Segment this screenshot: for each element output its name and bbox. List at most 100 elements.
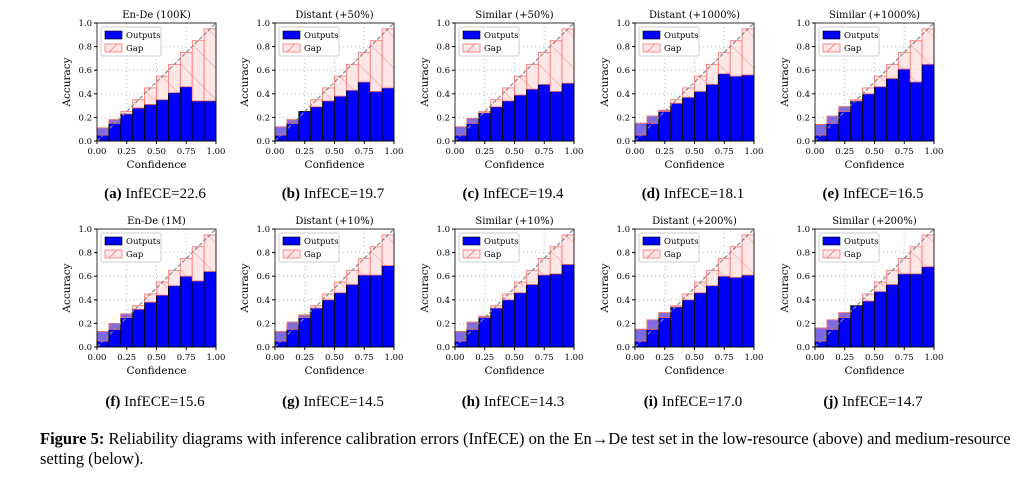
perfect-calibration-line (96, 228, 217, 348)
outputs-bar (502, 299, 515, 348)
y-axis-label: Accuracy (239, 263, 251, 313)
legend-gap-hatch (466, 43, 476, 53)
gap-hatch (108, 323, 121, 330)
gap-hatch (108, 119, 121, 124)
outputs-bar (886, 284, 899, 348)
reliability-diagram: 0.00 0.25 0.50 0.75 1.00 0.0 0.2 0.4 0.6 0.8 1.0 Si… (415, 3, 600, 173)
gap-hatch (562, 28, 574, 84)
y-tick-label: 0.4 (616, 90, 630, 100)
x-tick-label: 0.50 (685, 147, 704, 157)
x-tick-label: 0.00 (446, 147, 465, 157)
x-tick-label: 0.75 (355, 353, 374, 363)
perfect-calibration-line (96, 22, 217, 142)
gap-hatch (192, 246, 205, 281)
outputs-bar (670, 306, 683, 348)
y-tick-label: 0.2 (616, 113, 630, 123)
gap-hatch (826, 319, 839, 330)
gap-hatch (275, 331, 287, 342)
y-tick-label: 0.6 (78, 66, 92, 76)
gap-hatch (910, 246, 923, 274)
outputs-bar (886, 78, 899, 142)
gap-hatch (682, 87, 695, 98)
y-tick-label: 0.0 (616, 137, 630, 147)
outputs-bar (357, 274, 371, 348)
gap-hatch (310, 99, 323, 107)
outputs-bar (357, 81, 371, 142)
outputs-bar (850, 305, 863, 348)
outputs-bar (909, 273, 923, 348)
x-tick-label: 0.50 (865, 147, 884, 157)
subfigure-infece: InfECE=19.7 (300, 186, 385, 202)
gap-hatch (192, 40, 205, 101)
gap-hatch (168, 64, 181, 93)
chart-title: Similar (+1000%) (829, 10, 920, 21)
outputs-bar (706, 285, 719, 348)
legend: Outputs Gap (278, 232, 340, 263)
outputs-bar (203, 271, 217, 348)
y-tick-label: 0.4 (436, 296, 450, 306)
outputs-bar (921, 266, 935, 348)
x-tick-label: 0.25 (117, 147, 136, 157)
outputs-bar (168, 92, 181, 142)
outputs-bar (132, 107, 145, 142)
x-tick-label: 0.50 (505, 353, 524, 363)
x-tick-label: 1.00 (745, 147, 764, 157)
x-tick-label: 0.25 (295, 147, 314, 157)
outputs-bar (132, 308, 145, 348)
y-tick-label: 0.0 (436, 343, 450, 353)
outputs-bar (298, 111, 312, 142)
x-tick-label: 0.75 (715, 147, 734, 157)
outputs-bar (741, 274, 755, 348)
gap-hatch (635, 329, 647, 342)
legend-outputs-swatch (104, 30, 123, 40)
y-tick-label: 0.0 (796, 137, 810, 147)
legend-gap-label: Gap (304, 250, 322, 260)
y-tick-label: 0.8 (78, 249, 92, 259)
gap-hatch (132, 99, 145, 108)
y-tick-label: 0.4 (78, 90, 92, 100)
gap-hatch (718, 52, 731, 74)
subfigure-label: (e) (822, 186, 840, 202)
chart-svg: 0.00 0.25 0.50 0.75 1.00 0.0 0.2 0.4 0.6 0.8 1.0 Si… (419, 10, 583, 171)
outputs-bar (537, 83, 551, 142)
chart-title: Distant (+10%) (295, 216, 373, 227)
gap-hatch (742, 234, 754, 276)
gap-hatch (286, 119, 299, 124)
gap-hatch (730, 40, 743, 77)
x-tick-label: 0.50 (147, 353, 166, 363)
reliability-diagram: 0.00 0.25 0.50 0.75 1.00 0.0 0.2 0.4 0.6 0.8 1.0 Di… (235, 3, 420, 173)
y-tick-label: 1.0 (256, 225, 270, 235)
subfigure-label: (i) (643, 394, 658, 410)
gap-hatch (922, 28, 934, 65)
subfigure-caption: (c) InfECE=19.4 (463, 186, 564, 203)
figure-caption: Figure 5: Reliability diagrams with infe… (40, 429, 1015, 469)
outputs-bar (850, 100, 863, 142)
perfect-calibration-line (454, 228, 575, 348)
legend-outputs-swatch (822, 236, 841, 246)
outputs-bar (478, 112, 492, 142)
x-tick-label: 0.25 (475, 147, 494, 157)
subfigure-caption: (j) InfECE=14.7 (823, 394, 922, 411)
gap-hatch (706, 64, 719, 85)
y-axis-label: Accuracy (61, 263, 73, 313)
outputs-bar (334, 95, 347, 142)
x-tick-label: 0.75 (355, 147, 374, 157)
perfect-calibration-line (634, 228, 755, 348)
x-tick-label: 0.25 (835, 353, 854, 363)
subfigure-infece: InfECE=15.6 (120, 394, 205, 410)
gap-hatch (97, 128, 109, 136)
x-tick-label: 0.50 (147, 147, 166, 157)
perfect-calibration-line (634, 22, 755, 142)
gap-hatch (838, 312, 851, 318)
gap-hatch (132, 305, 145, 310)
chart-title: En-De (100K) (122, 10, 191, 21)
gap-hatch (455, 331, 467, 342)
gap-hatch (322, 87, 335, 101)
x-axis-label: Confidence (127, 365, 187, 377)
x-axis-label: Confidence (665, 159, 725, 171)
legend-outputs-swatch (282, 30, 301, 40)
chart-svg: 0.00 0.25 0.50 0.75 1.00 0.0 0.2 0.4 0.6 0.8 1.0 Di… (599, 10, 764, 171)
legend: Outputs Gap (458, 26, 520, 57)
y-tick-label: 0.8 (436, 249, 450, 259)
subfigure-infece: InfECE=19.4 (479, 186, 564, 202)
